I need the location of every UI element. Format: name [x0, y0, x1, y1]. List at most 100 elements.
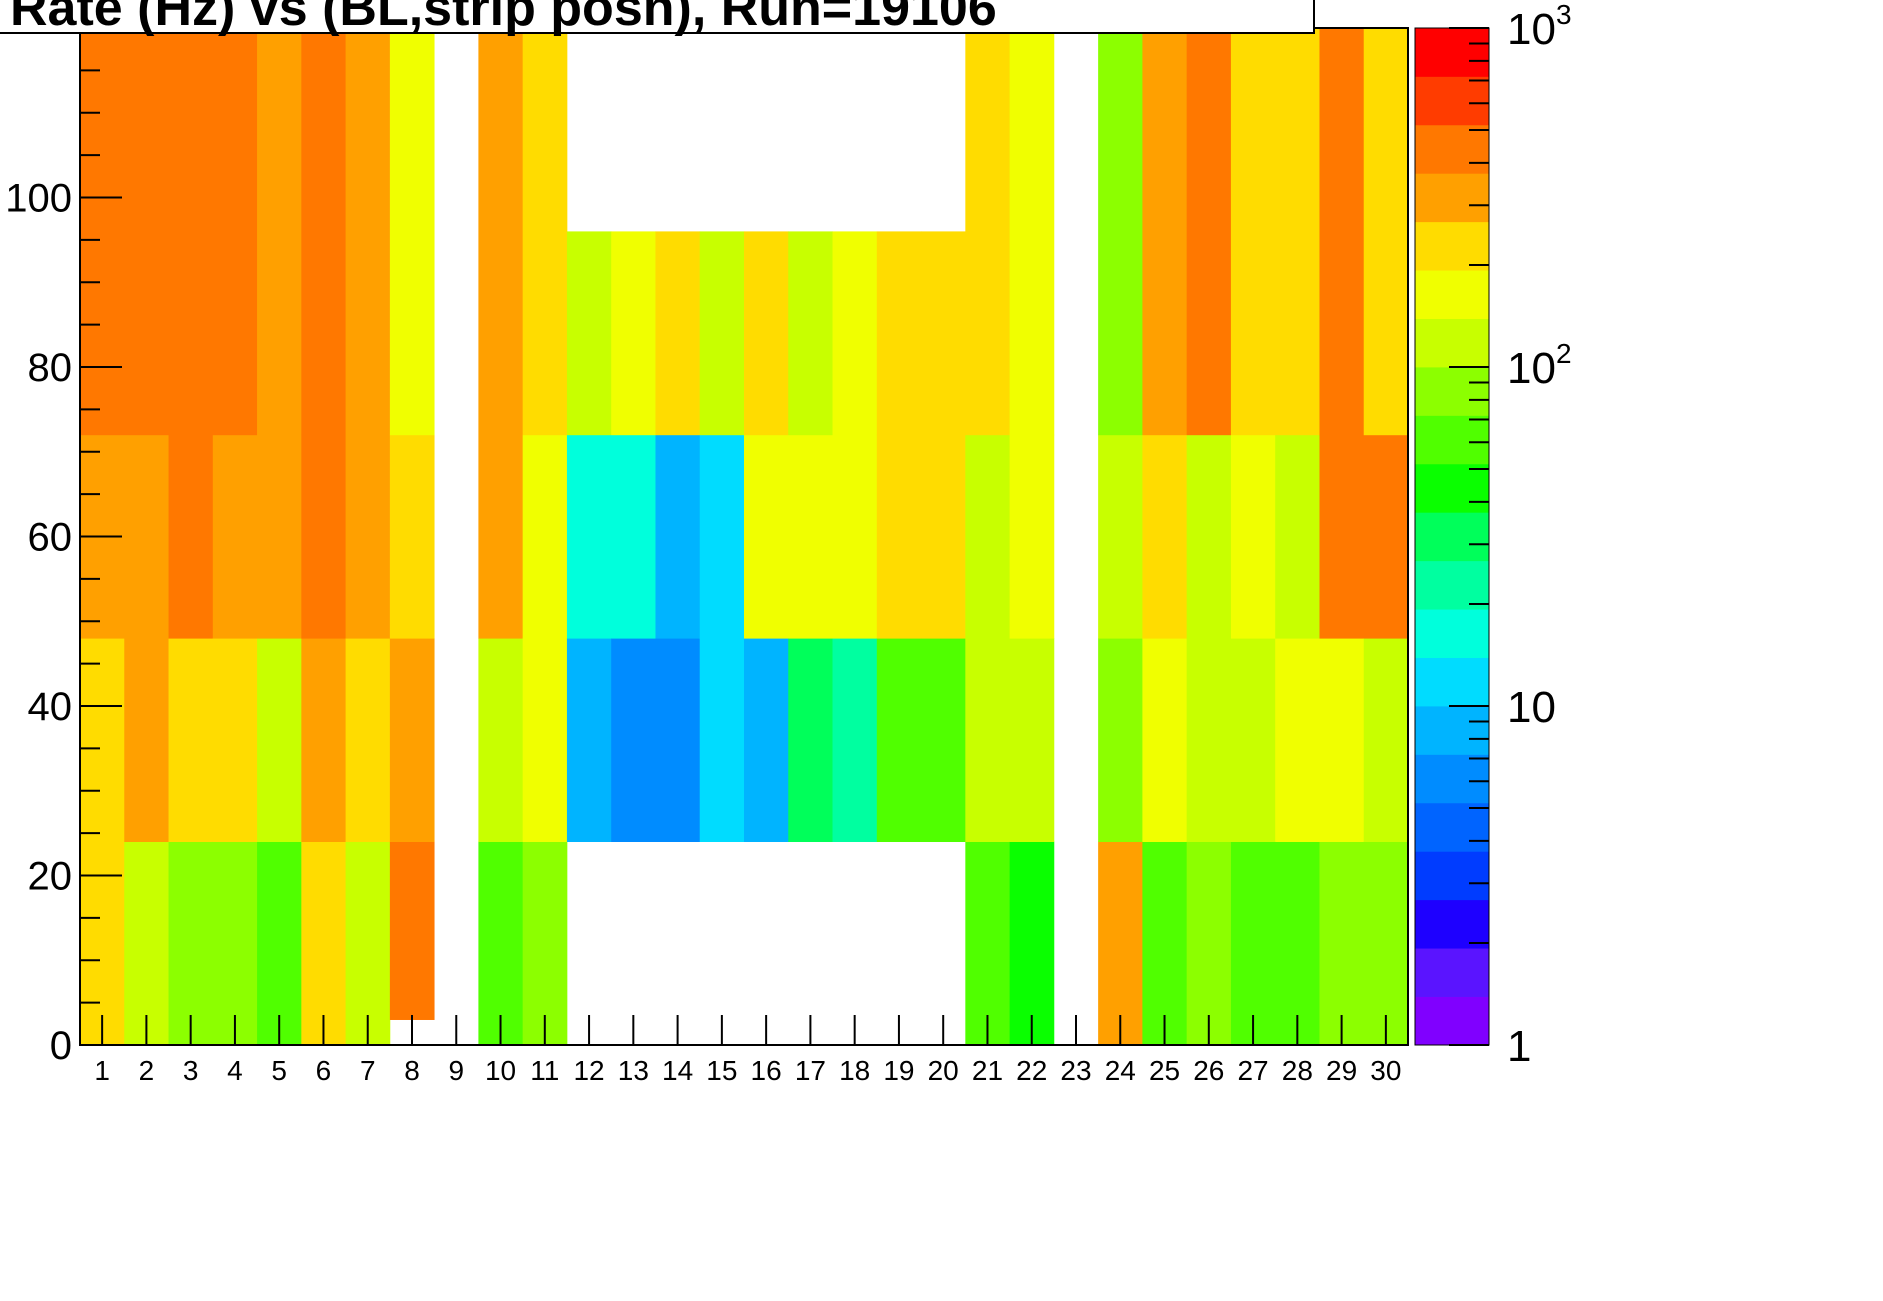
- heatmap-cell: [1142, 841, 1188, 1046]
- heatmap-cell: [478, 638, 524, 842]
- y-tick-label: 20: [28, 855, 73, 899]
- heatmap-cell: [1363, 28, 1409, 436]
- heatmap-cell: [345, 841, 391, 1046]
- heatmap-cell: [744, 434, 789, 639]
- heatmap-cell: [389, 28, 435, 436]
- heatmap-cell: [212, 638, 258, 842]
- heatmap-cell: [124, 28, 169, 436]
- x-tick-label: 24: [1105, 1055, 1136, 1086]
- heatmap-cell: [522, 841, 568, 1046]
- heatmap-cell: [80, 28, 125, 436]
- colorbar-segment: [1415, 28, 1489, 77]
- x-tick-label: 26: [1193, 1055, 1224, 1086]
- y-tick-label: 40: [28, 685, 73, 729]
- colorbar-segment: [1415, 851, 1489, 901]
- heatmap-cell: [788, 231, 833, 436]
- heatmap-cell: [124, 434, 169, 639]
- heatmap-cell: [876, 434, 922, 639]
- heatmap-cell: [832, 434, 878, 639]
- heatmap-cell: [566, 231, 612, 436]
- heatmap-cell: [124, 841, 169, 1046]
- x-tick-label: 27: [1237, 1055, 1268, 1086]
- x-tick-label: 2: [139, 1055, 155, 1086]
- colorbar-segment: [1415, 76, 1489, 126]
- heatmap-cell: [566, 638, 612, 842]
- heatmap-cell: [345, 28, 391, 436]
- y-tick-label: 100: [5, 177, 72, 221]
- heatmap-cell: [965, 434, 1010, 639]
- heatmap-cell: [301, 28, 346, 436]
- x-tick-label: 29: [1326, 1055, 1357, 1086]
- heatmap-cell: [1009, 638, 1055, 842]
- colorbar-segment: [1415, 415, 1489, 465]
- heatmap-cell: [1098, 28, 1143, 436]
- x-tick-label: 21: [972, 1055, 1003, 1086]
- colorbar-segment: [1415, 270, 1489, 319]
- x-tick-label: 8: [404, 1055, 420, 1086]
- x-tick-label: 30: [1370, 1055, 1401, 1086]
- heatmap-cell: [1009, 434, 1055, 639]
- colorbar-segment: [1415, 512, 1489, 562]
- heatmap-cell: [921, 638, 966, 842]
- colorbar-tick-label: 10: [1507, 683, 1556, 732]
- heatmap-cell: [168, 841, 214, 1046]
- heatmap-cell: [1319, 434, 1365, 639]
- colorbar-tick-label: 102: [1507, 338, 1572, 393]
- x-tick-label: 19: [883, 1055, 914, 1086]
- heatmap-cell: [124, 638, 169, 842]
- x-tick-label: 23: [1060, 1055, 1091, 1086]
- heatmap-cell: [1009, 841, 1055, 1046]
- heatmap-cell: [655, 638, 701, 842]
- colorbar-segment: [1415, 318, 1489, 368]
- x-tick-label: 20: [928, 1055, 959, 1086]
- heatmap-cell: [965, 28, 1010, 436]
- x-tick-label: 18: [839, 1055, 870, 1086]
- heatmap-cell: [1230, 841, 1276, 1046]
- heatmap-cell: [168, 638, 214, 842]
- heatmap-cell: [788, 638, 833, 842]
- heatmap-cell: [921, 231, 966, 436]
- colorbar-segment: [1415, 899, 1489, 949]
- y-tick-label: 60: [28, 516, 73, 560]
- colorbar-tick-label: 1: [1507, 1022, 1531, 1071]
- colorbar-segment: [1415, 657, 1489, 707]
- x-tick-label: 12: [573, 1055, 604, 1086]
- heatmap-cell: [478, 28, 524, 639]
- y-tick-label: 80: [28, 346, 73, 390]
- x-tick-label: 17: [795, 1055, 826, 1086]
- heatmap-cell: [1275, 638, 1320, 842]
- x-tick-label: 13: [618, 1055, 649, 1086]
- heatmap-cell: [699, 434, 745, 639]
- colorbar-segment: [1415, 560, 1489, 610]
- x-tick-label: 25: [1149, 1055, 1180, 1086]
- heatmap-cell: [1319, 638, 1365, 842]
- heatmap-cell: [832, 638, 878, 842]
- heatmap-cell: [699, 638, 745, 842]
- heatmap-cell: [655, 434, 701, 639]
- heatmap-cell: [522, 28, 568, 436]
- heatmap-cell: [522, 638, 568, 842]
- colorbar-tick-label: 103: [1507, 0, 1572, 54]
- heatmap-cells: [80, 28, 1409, 1046]
- heatmap-cell: [1230, 434, 1276, 639]
- heatmap-cell: [389, 841, 435, 1020]
- heatmap-cell: [257, 28, 302, 639]
- heatmap-cell: [389, 638, 435, 842]
- color-scale-bar: [1415, 28, 1489, 1046]
- heatmap-cell: [80, 638, 125, 1046]
- heatmap-cell: [1142, 434, 1188, 639]
- heatmap-cell: [1186, 434, 1232, 639]
- colorbar-segment: [1415, 706, 1489, 755]
- heatmap-cell: [1275, 434, 1320, 639]
- colorbar-segment: [1415, 221, 1489, 271]
- heatmap-cell: [744, 231, 789, 436]
- heatmap-cell: [1186, 28, 1232, 436]
- heatmap-cell: [1142, 28, 1188, 436]
- x-tick-label: 9: [448, 1055, 464, 1086]
- heatmap-cell: [611, 638, 656, 842]
- x-tick-label: 28: [1282, 1055, 1313, 1086]
- heatmap-cell: [389, 434, 435, 639]
- x-tick-label: 11: [530, 1055, 559, 1086]
- x-tick-label: 3: [183, 1055, 199, 1086]
